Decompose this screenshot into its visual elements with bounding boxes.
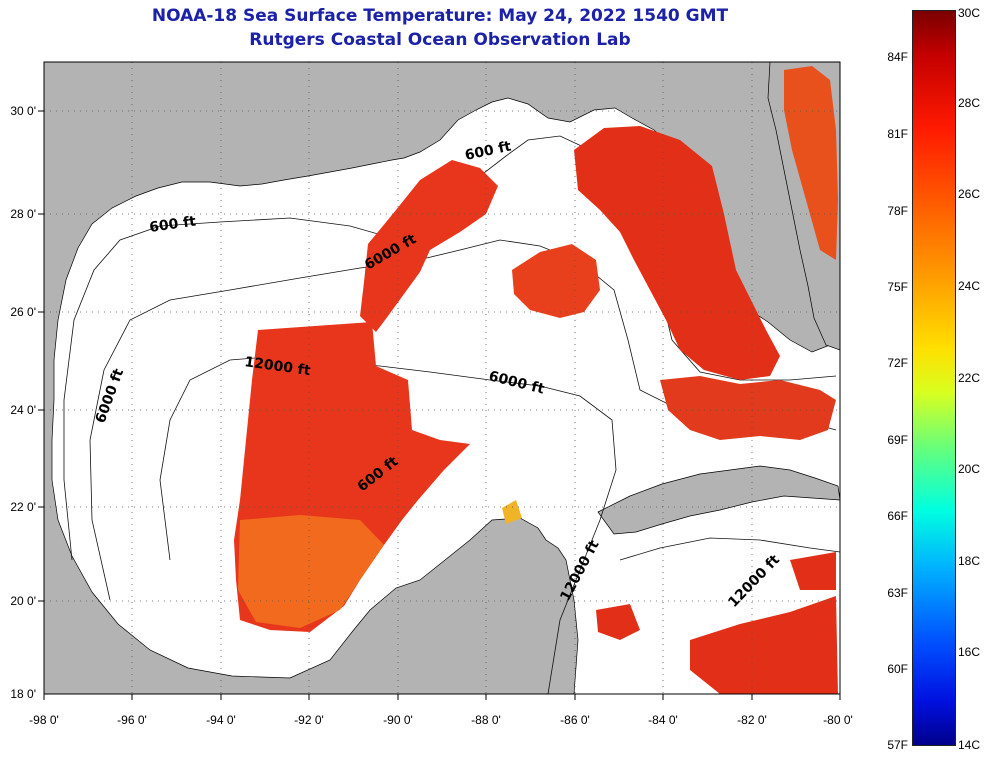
- axis-ticks: [38, 110, 841, 700]
- contour-12000ft-caribbean: [619, 537, 840, 561]
- colorbar-f-label: 63F: [887, 586, 908, 600]
- colorbar-c-label: 18C: [958, 554, 981, 568]
- lon-label: -96 0': [117, 713, 147, 727]
- colorbar-c-label: 14C: [958, 738, 981, 752]
- map-frame: [43, 61, 841, 695]
- lon-label: -90 0': [383, 713, 413, 727]
- sst-swath-west-cool: [238, 515, 384, 628]
- lat-label: 20 0': [10, 594, 36, 608]
- lat-label: 28 0': [10, 207, 36, 221]
- lon-label: -82 0': [737, 713, 767, 727]
- colorbar-f-label: 57F: [887, 738, 908, 752]
- colorbar-c-label: 16C: [958, 645, 981, 659]
- colorbar-c-label: 26C: [958, 187, 981, 201]
- colorbar-f-label: 81F: [887, 127, 908, 141]
- lat-label: 22 0': [10, 500, 36, 514]
- title-line-1: NOAA-18 Sea Surface Temperature: May 24,…: [151, 6, 729, 26]
- colorbar-f-label: 69F: [887, 433, 908, 447]
- lon-label: -98 0': [29, 713, 59, 727]
- lat-label: 26 0': [10, 305, 36, 319]
- lat-label: 24 0': [10, 403, 36, 417]
- land-cuba: [597, 465, 840, 535]
- sst-patch-keys: [660, 376, 836, 440]
- colorbar-f-label: 84F: [887, 50, 908, 64]
- sst-patch-florida-west: [574, 126, 780, 380]
- colorbar-f-label: 60F: [887, 662, 908, 676]
- sst-patch-small-yucatan: [502, 500, 522, 524]
- lon-label: -84 0': [648, 713, 678, 727]
- colorbar-c-label: 20C: [958, 462, 981, 476]
- sst-patch-caribbean: [596, 552, 838, 694]
- lon-label: -88 0': [471, 713, 501, 727]
- colorbar-c-label: 30C: [958, 6, 981, 20]
- lon-label: -86 0': [560, 713, 590, 727]
- lon-label: -80 0': [823, 713, 853, 727]
- colorbar-f-label: 66F: [887, 509, 908, 523]
- lat-label: 18 0': [10, 687, 36, 701]
- sst-patch-louisiana: [360, 160, 498, 332]
- colorbar-f-label: 72F: [887, 356, 908, 370]
- contour-label: 600 ft: [148, 214, 197, 236]
- contour-12000ft: [159, 355, 617, 694]
- map-title: NOAA-18 Sea Surface Temperature: May 24,…: [40, 4, 840, 52]
- colorbar-f-label: 78F: [887, 204, 908, 218]
- temperature-colorbar: [912, 10, 956, 746]
- colorbar-c-label: 24C: [958, 279, 981, 293]
- lon-label: -94 0': [206, 713, 236, 727]
- colorbar-c-label: 22C: [958, 371, 981, 385]
- colorbar-c-label: 28C: [958, 96, 981, 110]
- graticule: [44, 62, 840, 694]
- sst-patch-central: [512, 244, 600, 318]
- colorbar-f-label: 75F: [887, 280, 908, 294]
- lon-label: -92 0': [294, 713, 324, 727]
- sst-patch-florida-atlantic: [784, 66, 838, 260]
- lat-label: 30 0': [10, 104, 36, 118]
- title-line-2: Rutgers Coastal Ocean Observation Lab: [249, 30, 631, 50]
